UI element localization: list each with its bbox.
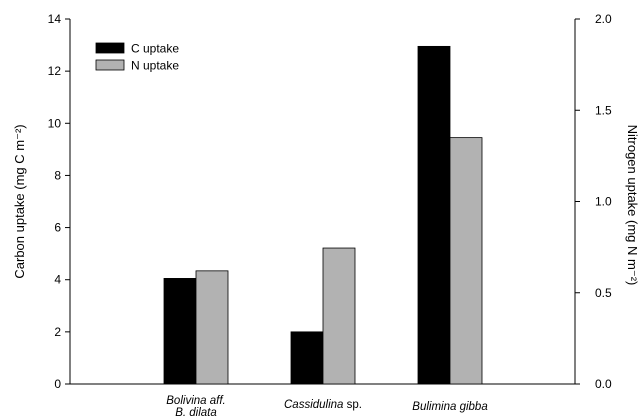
- bar-n-uptake: [322, 247, 356, 385]
- category-label: Bulimina gibba: [412, 401, 487, 413]
- bar-c-uptake: [290, 331, 324, 385]
- bar-c-uptake: [163, 278, 197, 385]
- right-tick-label: 2.0: [595, 12, 612, 26]
- left-tick-label: 14: [48, 12, 62, 26]
- left-tick-label: 8: [54, 168, 61, 182]
- category-label: Bolivina aff.: [166, 395, 225, 407]
- right-tick-label: 1.5: [595, 103, 612, 117]
- category-label: Cassidulina sp.: [284, 399, 362, 411]
- legend-label-c: C uptake: [131, 42, 179, 56]
- category-label: B. dilata: [175, 407, 217, 419]
- right-axis-title: Nitrogen uptake (mg N m⁻²): [625, 125, 639, 286]
- left-tick-label: 10: [48, 116, 62, 130]
- left-tick-label: 2: [54, 325, 61, 339]
- left-tick-label: 6: [54, 221, 61, 235]
- legend-swatch-c: [95, 42, 125, 54]
- legend-label-n: N uptake: [131, 59, 179, 73]
- left-tick-label: 0: [54, 377, 61, 391]
- left-tick-label: 12: [48, 64, 62, 78]
- right-tick-label: 0.5: [595, 286, 612, 300]
- bar-c-uptake: [417, 45, 451, 385]
- right-tick-label: 0.0: [595, 377, 612, 391]
- bar-n-uptake: [449, 137, 483, 385]
- left-axis-title: Carbon uptake (mg C m⁻²): [12, 124, 27, 278]
- right-tick-label: 1.0: [595, 195, 612, 209]
- bar-n-uptake: [195, 270, 229, 385]
- left-tick-label: 4: [54, 273, 61, 287]
- legend-swatch-n: [95, 59, 125, 71]
